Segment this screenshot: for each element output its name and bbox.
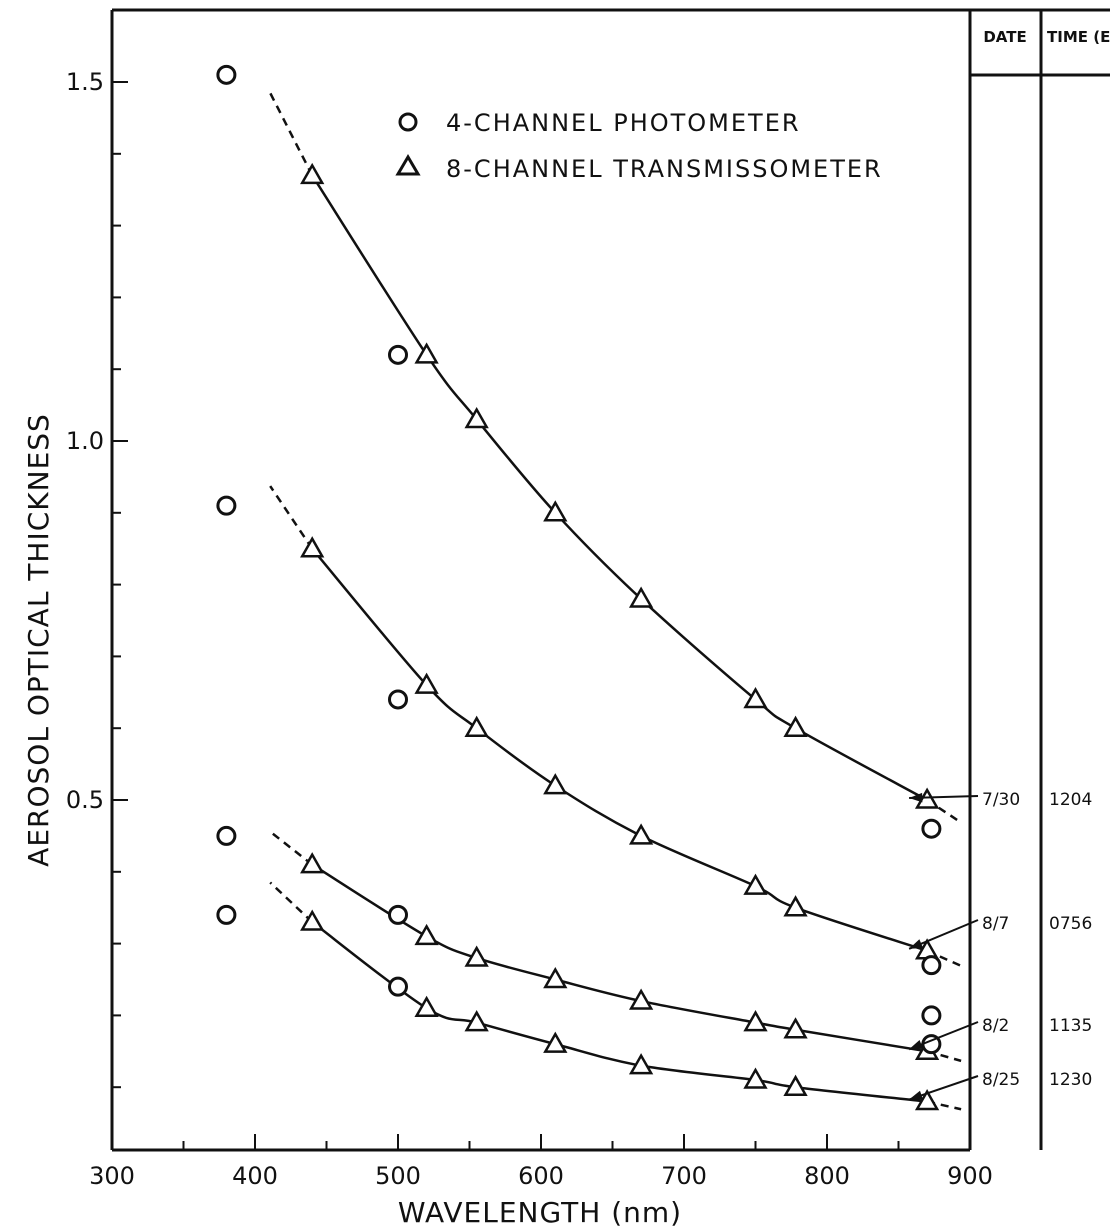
table-date-2: 8/2	[982, 1016, 1009, 1036]
transmissometer-point	[543, 966, 568, 989]
photometer-point	[216, 825, 237, 846]
arrow-head-8/7	[909, 939, 924, 949]
arrow-head-7/30	[909, 792, 923, 803]
transmissometer-point	[464, 715, 489, 737]
transmissometer-point	[414, 672, 439, 694]
fit-extrapolation-left	[269, 485, 314, 550]
x-tick-label: 900	[947, 1162, 993, 1190]
photometer-point	[216, 64, 237, 85]
x-tick-label: 700	[661, 1162, 707, 1190]
photometer-point	[388, 689, 408, 710]
photometer-point	[921, 1005, 942, 1026]
photometer-point	[216, 904, 237, 925]
x-tick-label: 400	[232, 1162, 278, 1190]
x-tick-label: 800	[804, 1162, 850, 1190]
data-points	[216, 64, 942, 1111]
transmissometer-point	[543, 773, 568, 795]
transmissometer-point	[300, 162, 325, 185]
x-tick-label: 600	[518, 1162, 564, 1190]
photometer-point	[388, 904, 408, 925]
photometer-point	[921, 955, 942, 976]
photometer-point	[388, 344, 408, 365]
legend-label-transmissometer: 8-CHANNEL TRANSMISSOMETER	[446, 155, 883, 183]
date-time-table: DATE TIME (EDT) 7/30 1204 8/7 0756 8/2 1…	[968, 10, 1110, 1150]
fit-curves	[269, 92, 962, 1111]
x-tick-label: 300	[89, 1162, 135, 1190]
x-tick-label: 500	[375, 1162, 421, 1190]
table-time-0: 1204	[1049, 790, 1092, 810]
legend: 4-CHANNEL PHOTOMETER 8-CHANNEL TRANSMISS…	[395, 109, 883, 183]
table-time-1: 0756	[1049, 914, 1092, 934]
transmissometer-point	[783, 895, 808, 917]
transmissometer-point	[743, 1010, 768, 1032]
transmissometer-point	[414, 995, 439, 1017]
fit-extrapolation-left	[269, 830, 313, 866]
transmissometer-point	[464, 945, 489, 967]
legend-circle-marker	[398, 112, 418, 132]
table-date-1: 8/7	[982, 914, 1009, 934]
axis-ticks: 300 400 500 600 700 800 900 0.5 1.0 1.5	[66, 68, 993, 1190]
transmissometer-point	[628, 823, 654, 845]
transmissometer-point	[628, 1053, 654, 1075]
transmissometer-point	[743, 1067, 768, 1089]
y-tick-label: 1.5	[66, 68, 104, 96]
transmissometer-point	[543, 1031, 568, 1053]
transmissometer-point	[914, 1089, 940, 1111]
table-date-0: 7/30	[982, 790, 1020, 810]
photometer-point	[921, 818, 942, 839]
y-tick-label: 0.5	[66, 786, 104, 814]
photometer-point	[216, 495, 237, 516]
fit-extrapolation-left	[269, 881, 314, 923]
arrow-head-8/25	[909, 1090, 924, 1100]
date-arrows	[908, 792, 979, 1101]
y-tick-label: 1.0	[66, 427, 104, 455]
legend-triangle-marker	[395, 154, 421, 176]
transmissometer-point	[783, 715, 808, 737]
table-time-3: 1230	[1049, 1070, 1092, 1090]
y-axis-label: AEROSOL OPTICAL THICKNESS	[22, 413, 55, 867]
x-axis-label: WAVELENGTH (nm)	[398, 1196, 682, 1229]
transmissometer-point	[300, 909, 325, 931]
transmissometer-point	[743, 686, 768, 709]
transmissometer-point	[464, 406, 489, 429]
transmissometer-point	[783, 1074, 808, 1096]
transmissometer-point	[783, 1017, 808, 1039]
transmissometer-point	[628, 988, 654, 1010]
transmissometer-point	[300, 852, 325, 874]
transmissometer-point	[628, 586, 654, 608]
transmissometer-point	[414, 342, 439, 364]
table-header-time: TIME (EDT)	[1047, 28, 1110, 46]
transmissometer-point	[414, 923, 439, 946]
table-time-2: 1135	[1049, 1016, 1092, 1036]
legend-label-photometer: 4-CHANNEL PHOTOMETER	[446, 109, 801, 137]
fit-extrapolation-left	[269, 92, 314, 176]
photometer-point	[388, 976, 408, 997]
arrow-head-8/2	[909, 1039, 924, 1050]
table-header-date: DATE	[983, 28, 1026, 46]
fit-curve-8/2	[311, 863, 928, 1053]
transmissometer-point	[543, 500, 568, 522]
transmissometer-point	[300, 536, 325, 558]
transmissometer-point	[743, 873, 768, 895]
fit-curve-8/25	[311, 921, 928, 1103]
table-date-3: 8/25	[982, 1070, 1020, 1090]
transmissometer-point	[464, 1010, 489, 1032]
